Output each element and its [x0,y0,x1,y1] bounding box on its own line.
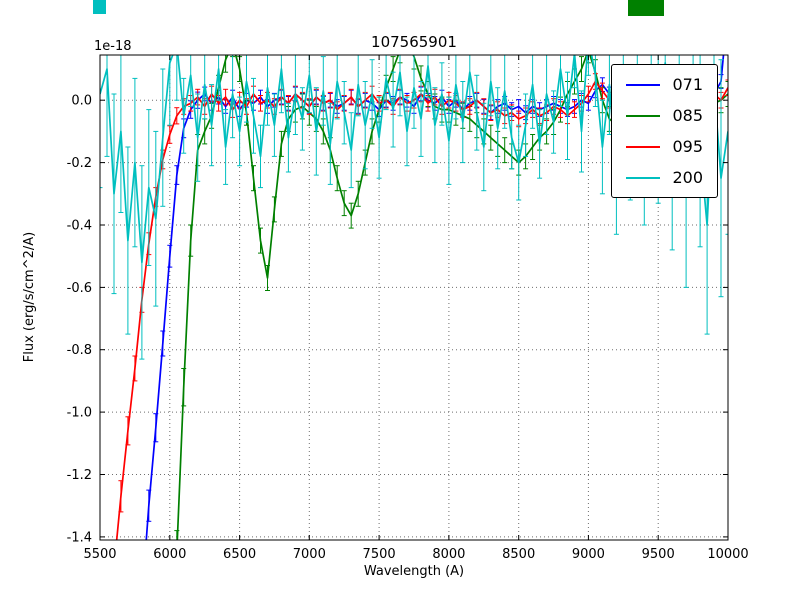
y-tick-label: -1.2 [67,468,92,483]
legend-item-200: 200 [626,168,703,187]
stray-mark-cyan [93,0,106,14]
x-axis-label: Wavelength (A) [364,564,464,579]
legend-line-icon [626,145,661,148]
x-tick-label: 9000 [572,547,605,562]
legend-label: 095 [672,137,703,156]
stray-mark-green [628,0,664,16]
y-offset-text: 1e-18 [94,39,132,54]
x-tick-label: 10000 [707,547,748,562]
legend-label: 085 [672,106,703,125]
y-tick-label: -1.4 [67,530,92,545]
y-axis-label: Flux (erg/s/cm^2/A) [22,232,37,362]
legend-item-085: 085 [626,106,703,125]
x-tick-label: 7000 [293,547,326,562]
legend-line-icon [626,176,661,179]
legend: 071 085 095 200 [611,64,718,198]
plot-frame [99,54,729,541]
legend-label: 200 [672,168,703,187]
axes-layer: 5500 6000 6500 7000 7500 8000 8500 9000 9500 1000… [67,54,749,562]
legend-line-icon [626,83,661,86]
legend-item-095: 095 [626,137,703,156]
legend-label: 071 [672,75,703,94]
x-tick-label: 5500 [83,547,116,562]
x-tick-label: 6500 [223,547,256,562]
chart-title: 107565901 [371,33,457,51]
x-tick-label: 8000 [432,547,465,562]
legend-item-071: 071 [626,75,703,94]
legend-line-icon [626,114,661,117]
x-tick-label: 8500 [502,547,535,562]
y-tick-label: -0.6 [67,281,92,296]
y-tick-label: -0.8 [67,343,92,358]
y-tick-label: -0.4 [67,219,92,234]
x-tick-label: 7500 [363,547,396,562]
y-tick-label: -1.0 [67,406,92,421]
y-tick-label: -0.2 [67,156,92,171]
x-tick-label: 6000 [153,547,186,562]
x-tick-label: 9500 [642,547,675,562]
y-tick-label: 0.0 [71,94,92,109]
